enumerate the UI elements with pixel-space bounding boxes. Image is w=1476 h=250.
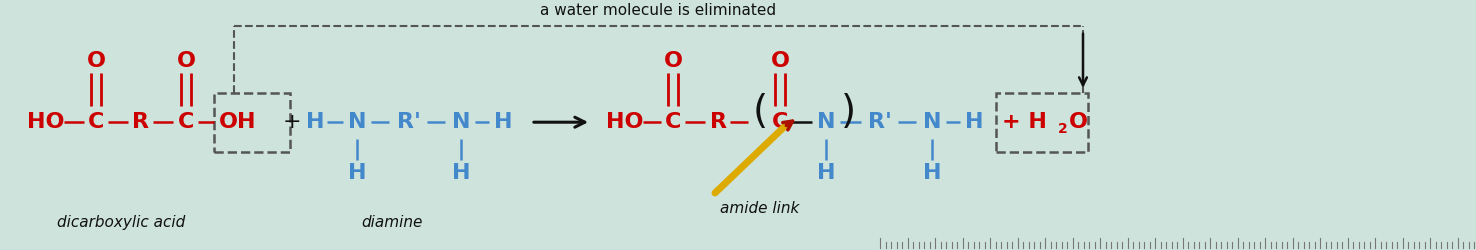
Text: + H: + H — [1002, 112, 1046, 132]
Text: H: H — [965, 112, 983, 132]
Text: H: H — [348, 163, 366, 183]
Text: H: H — [306, 112, 325, 132]
Text: C: C — [664, 112, 682, 132]
Text: +: + — [283, 112, 301, 132]
Text: (: ( — [753, 93, 768, 131]
Text: C: C — [87, 112, 105, 132]
Text: H: H — [452, 163, 471, 183]
Text: a water molecule is eliminated: a water molecule is eliminated — [540, 3, 776, 18]
Text: R': R' — [868, 112, 892, 132]
Text: dicarboxylic acid: dicarboxylic acid — [58, 215, 184, 230]
Text: C: C — [772, 112, 788, 132]
Text: O: O — [1069, 112, 1088, 132]
Text: H: H — [922, 163, 942, 183]
Text: diamine: diamine — [362, 215, 422, 230]
Text: R': R' — [397, 112, 421, 132]
Text: O: O — [177, 51, 195, 71]
Text: OH: OH — [220, 112, 257, 132]
Text: R: R — [133, 112, 149, 132]
Bar — [214, 93, 289, 152]
Text: N: N — [452, 112, 471, 132]
Text: N: N — [816, 112, 835, 132]
Text: O: O — [664, 51, 682, 71]
Text: C: C — [177, 112, 195, 132]
Text: N: N — [922, 112, 942, 132]
Text: H: H — [816, 163, 835, 183]
Text: HO: HO — [27, 112, 65, 132]
Text: N: N — [348, 112, 366, 132]
Bar — [996, 93, 1088, 152]
Text: ): ) — [840, 93, 856, 131]
Text: H: H — [494, 112, 512, 132]
Text: O: O — [770, 51, 790, 71]
Text: R: R — [710, 112, 726, 132]
Text: O: O — [87, 51, 105, 71]
Text: 2: 2 — [1058, 122, 1067, 136]
Text: HO: HO — [607, 112, 644, 132]
Text: amide link: amide link — [720, 201, 800, 216]
